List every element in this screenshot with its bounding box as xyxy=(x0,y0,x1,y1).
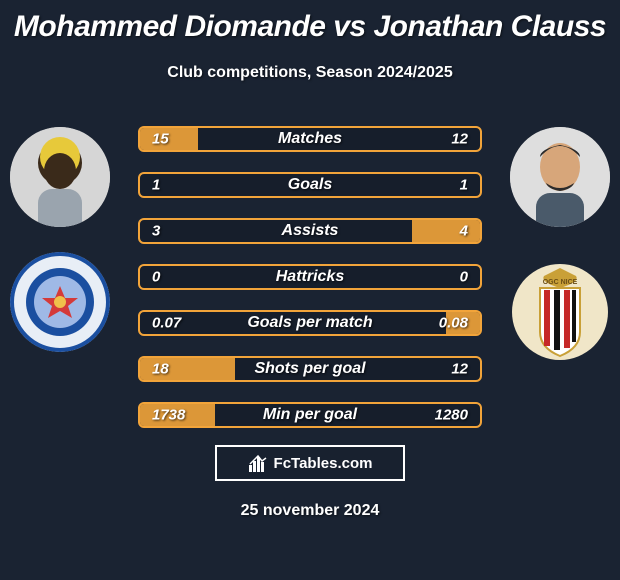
stat-label: Hattricks xyxy=(140,268,480,286)
club-right-crest: OGC NICE xyxy=(510,262,610,362)
stat-row: 34Assists xyxy=(138,218,482,244)
stat-value-left: 18 xyxy=(152,361,169,378)
footer-brand-text: FcTables.com xyxy=(274,455,373,472)
stat-value-right: 1280 xyxy=(435,407,468,424)
stat-row: 1512Matches xyxy=(138,126,482,152)
player-left-avatar xyxy=(10,127,110,227)
stat-label: Goals xyxy=(140,176,480,194)
stat-value-right: 1 xyxy=(460,177,468,194)
subtitle: Club competitions, Season 2024/2025 xyxy=(0,64,620,82)
page-title: Mohammed Diomande vs Jonathan Clauss xyxy=(0,0,620,44)
stat-value-right: 4 xyxy=(460,223,468,240)
stat-row: 17381280Min per goal xyxy=(138,402,482,428)
stat-row: 0.07 0.08Goals per match xyxy=(138,310,482,336)
stat-label: Goals per match xyxy=(140,314,480,332)
stat-row: 1812Shots per goal xyxy=(138,356,482,382)
stat-value-right: 12 xyxy=(451,361,468,378)
svg-text:OGC NICE: OGC NICE xyxy=(543,279,578,286)
fctables-logo-icon xyxy=(248,453,268,473)
stat-value-right: 0.08 xyxy=(439,315,468,332)
stat-value-left: 0 xyxy=(152,269,160,286)
stat-value-left: 3 xyxy=(152,223,160,240)
footer-date: 25 november 2024 xyxy=(0,502,620,520)
stat-row: 0 0Hattricks xyxy=(138,264,482,290)
stat-value-left: 15 xyxy=(152,131,169,148)
player-right-avatar xyxy=(510,127,610,227)
stat-row: 1 1Goals xyxy=(138,172,482,198)
stat-value-right: 0 xyxy=(460,269,468,286)
stat-value-left: 1738 xyxy=(152,407,185,424)
club-left-crest xyxy=(10,252,110,352)
footer-brand-box: FcTables.com xyxy=(215,445,405,481)
stat-value-right: 12 xyxy=(451,131,468,148)
stat-value-left: 1 xyxy=(152,177,160,194)
stats-container: 1512Matches11Goals34Assists00Hattricks0.… xyxy=(138,126,482,448)
stat-value-left: 0.07 xyxy=(152,315,181,332)
stat-fill-right xyxy=(412,220,480,242)
